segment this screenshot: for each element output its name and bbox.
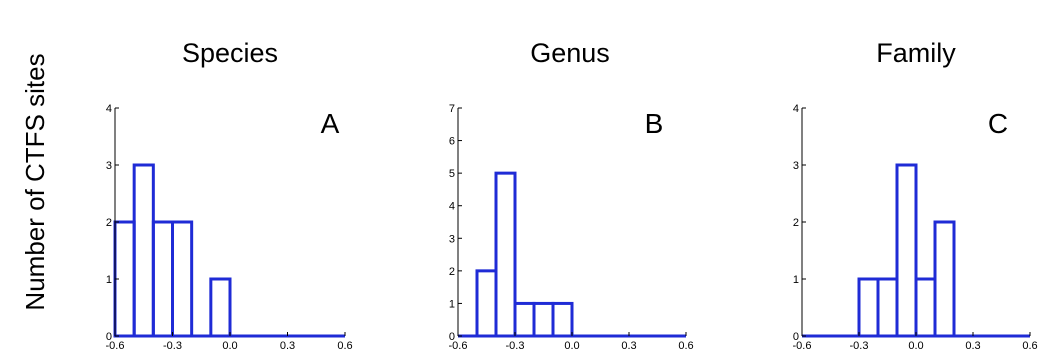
y-tick-label: 3 <box>793 160 799 172</box>
histogram-bar <box>494 171 517 338</box>
histogram-bar <box>532 301 555 338</box>
histogram-bar <box>151 220 174 338</box>
histogram-bar <box>171 220 194 338</box>
histogram-bar <box>933 220 956 338</box>
histogram-bar <box>876 277 899 338</box>
y-tick-label: 2 <box>449 266 455 278</box>
x-tick-label: 0.6 <box>337 340 352 352</box>
y-axis-label: Number of CTFS sites <box>20 53 50 310</box>
x-tick-label: 0.6 <box>1022 340 1037 352</box>
x-tick-label: 0.6 <box>678 340 693 352</box>
y-tick-label: 4 <box>106 103 112 115</box>
x-tick-label: -0.3 <box>850 340 869 352</box>
histogram-bar <box>475 269 498 338</box>
histogram-bar <box>132 163 155 338</box>
histogram-bar <box>551 301 574 338</box>
x-tick-label: 0.3 <box>965 340 980 352</box>
x-tick-label: -0.6 <box>449 340 468 352</box>
x-tick-label: -0.6 <box>106 340 125 352</box>
x-tick-label: 0.0 <box>564 340 579 352</box>
panel-title: Family <box>876 38 956 68</box>
y-tick-label: 0 <box>449 331 455 343</box>
panel-genus: Genus B 0 1 2 3 4 5 6 7 -0.6 -0.3 0.0 0.3 0.6 <box>449 38 694 352</box>
y-tick-label: 4 <box>449 201 455 213</box>
histogram-bar <box>513 301 536 338</box>
x-tick-label: 0.3 <box>621 340 636 352</box>
y-tick-label: 7 <box>449 103 455 115</box>
panel-title: Genus <box>530 38 610 68</box>
y-tick-label: 3 <box>449 233 455 245</box>
histogram-bar <box>914 277 937 338</box>
y-tick-label: 1 <box>793 274 799 286</box>
panel-species: Species A 0 1 2 3 4 -0.6 -0.3 0.0 0.3 0.6 <box>106 38 353 352</box>
y-tick-label: 6 <box>449 136 455 148</box>
histogram-bar <box>209 277 232 338</box>
histogram-bar <box>857 277 880 338</box>
y-tick-label: 0 <box>106 331 112 343</box>
panel-label: A <box>321 108 340 139</box>
panel-label: C <box>988 108 1008 139</box>
panel-family: Family C 0 1 2 3 4 -0.6 -0.3 0.0 0.3 0.6 <box>793 38 1038 352</box>
y-tick-label: 3 <box>106 160 112 172</box>
y-tick-label: 1 <box>106 274 112 286</box>
x-tick-label: 0.3 <box>280 340 295 352</box>
y-tick-label: 4 <box>793 103 799 115</box>
x-tick-label: 0.0 <box>908 340 923 352</box>
y-tick-label: 1 <box>449 298 455 310</box>
y-tick-label: 2 <box>106 217 112 229</box>
panel-label: B <box>645 108 664 139</box>
x-tick-label: -0.3 <box>506 340 525 352</box>
x-tick-label: -0.3 <box>163 340 182 352</box>
y-tick-label: 0 <box>793 331 799 343</box>
panel-title: Species <box>182 38 278 68</box>
x-tick-label: 0.0 <box>222 340 237 352</box>
histogram-bar <box>895 163 918 338</box>
y-tick-label: 2 <box>793 217 799 229</box>
y-tick-label: 5 <box>449 168 455 180</box>
x-tick-label: -0.6 <box>793 340 812 352</box>
